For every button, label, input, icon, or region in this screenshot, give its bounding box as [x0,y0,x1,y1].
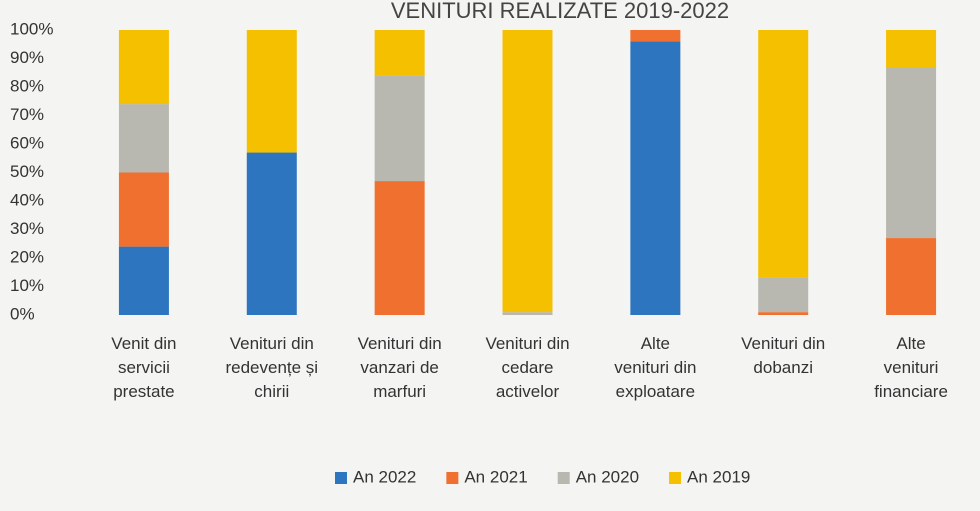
legend-label: An 2020 [576,467,639,486]
y-tick-label: 80% [10,76,44,95]
x-tick-label: Venituri din cedare activelor [485,334,569,401]
bar-segment [118,104,169,173]
legend-label: An 2019 [687,467,750,486]
bar-segment [374,75,425,182]
bar-segment [886,67,937,239]
chart-title: VENITURI REALIZATE 2019-2022 [391,0,729,23]
y-tick-label: 60% [10,133,44,152]
bar-segment [246,152,297,315]
legend-swatch [335,472,347,484]
y-tick-label: 90% [10,48,44,67]
bar-segment [118,172,169,247]
x-tick-label: Venituri din redevențe și chirii [225,334,318,401]
legend-swatch [557,472,570,484]
y-tick-label: 30% [10,219,44,238]
legend-label: An 2021 [464,467,527,486]
bar-segment [374,181,425,315]
x-tick-label: Alte venituri din exploatare [614,334,696,401]
bar-segment [502,30,553,313]
legend-swatch [446,472,459,484]
y-tick-label: 10% [10,276,44,295]
x-tick-label: Venit din servicii prestate [111,334,176,401]
bar-segment [758,312,809,315]
y-tick-label: 40% [10,190,44,209]
bar-segment [886,30,937,68]
bar-segment [374,30,425,76]
bar-segment [118,246,169,315]
bar-segment [886,238,937,315]
bar-segment [630,30,681,42]
x-tick-label: Venituri din vanzari de marfuri [358,334,442,401]
y-tick-label: 0% [10,304,35,323]
legend-swatch [669,472,682,484]
x-tick-label: Alte venituri financiare [874,334,948,401]
bar-segment [630,41,681,316]
bar-segment [758,277,809,313]
legend-label: An 2022 [353,467,416,486]
y-tick-label: 100% [10,19,53,38]
bar-segment [118,30,169,105]
x-tick-label: Venituri din dobanzi [741,334,825,377]
bar-segment [758,30,809,278]
y-tick-label: 70% [10,105,44,124]
y-tick-label: 50% [10,162,44,181]
bar-segment [502,312,553,315]
y-tick-label: 20% [10,247,44,266]
bar-segment [246,30,297,153]
